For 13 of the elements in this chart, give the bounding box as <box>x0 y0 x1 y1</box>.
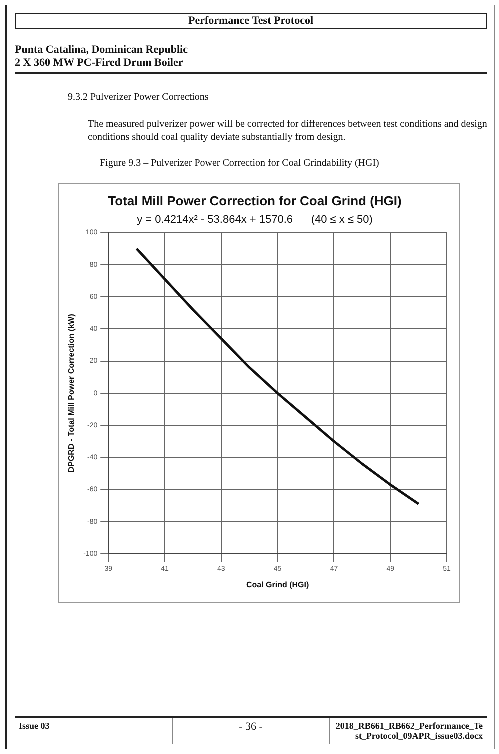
y-axis-title: DPGRD - Total Mill Power Correction (kW) <box>67 314 76 473</box>
x-axis-title: Coal Grind (HGI) <box>246 580 310 590</box>
text: 2 X 360 MW PC-Fired Drum Boiler <box>15 57 184 69</box>
text: 9.3.2 Pulverizer Power Corrections <box>68 92 209 103</box>
text: Performance Test Protocol <box>15 13 487 29</box>
text: Issue 03 <box>15 718 173 744</box>
chart-title: Total Mill Power Correction for Coal Grind (HGI) <box>108 193 402 208</box>
caption: Figure 9.3 – Pulverizer Power Correction for Coal Grindability (HGI) <box>100 158 380 169</box>
chart-subtitle: y = 0.4214x² - 53.864x + 1570.6 (40 ≤ x ≤ 50) <box>137 214 373 226</box>
text: 2018_RB661_RB662_Performance_Test_Protocol_09APR_issue03.docx <box>334 720 484 743</box>
text: - 36 - <box>172 718 330 744</box>
text: Punta Catalina, Dominican Republic <box>15 44 188 56</box>
text: The measured pulverizer power will be corrected for differences between test conditions and design conditions should coal quality deviate substantially from design. <box>88 118 488 144</box>
